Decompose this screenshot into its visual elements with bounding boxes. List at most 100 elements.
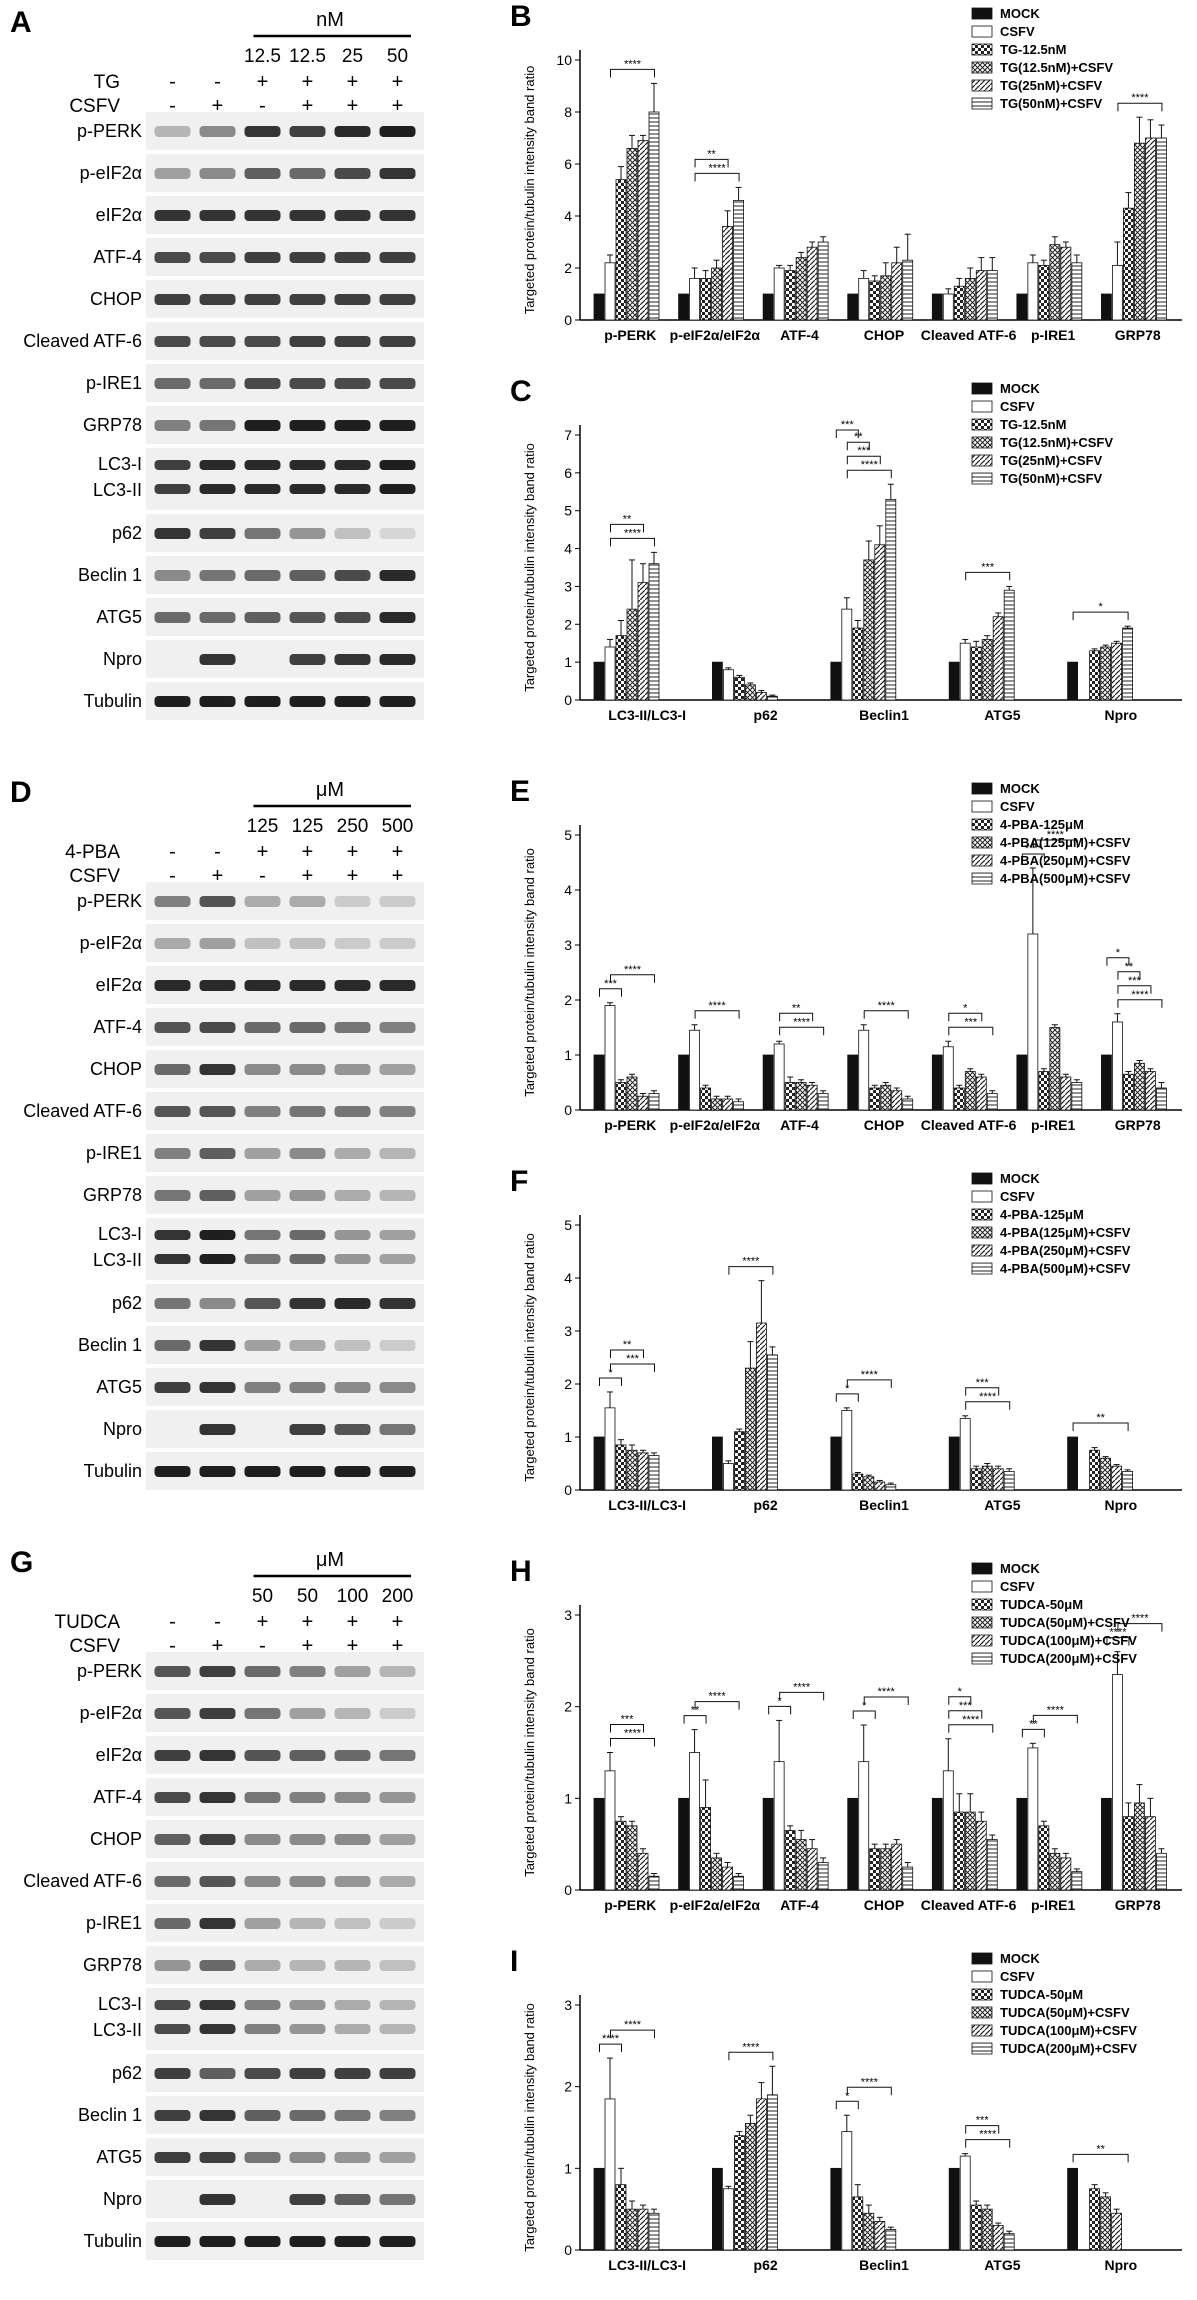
blot-band [334, 2068, 371, 2079]
bar [1049, 244, 1061, 321]
significance-bracket [1117, 971, 1141, 980]
legend-swatch [971, 2024, 993, 2037]
blot-strip [146, 238, 424, 276]
significance-label: *** [959, 1700, 973, 1712]
protein-label: p-eIF2α [80, 1703, 142, 1723]
blot-band [379, 528, 416, 539]
significance-bracket [683, 1715, 707, 1724]
bar [959, 2155, 971, 2251]
treatment-sign: - [259, 95, 266, 117]
blot-band [289, 420, 326, 431]
blot-band [154, 1298, 191, 1309]
legend-swatch [971, 836, 993, 849]
blot-band [334, 1148, 371, 1159]
protein-label: Beclin 1 [78, 2105, 142, 2125]
blot-strip [146, 514, 424, 552]
blot-band [334, 1106, 371, 1117]
significance-label: * [958, 1686, 963, 1698]
significance-bracket [694, 1701, 740, 1710]
blot-band [289, 1022, 326, 1033]
bar [1027, 933, 1039, 1111]
y-tick-label: 0 [564, 1882, 572, 1898]
blot-band [379, 696, 416, 707]
treatment-sign: + [392, 1611, 404, 1633]
y-tick-label: 4 [564, 208, 572, 224]
y-axis-label: Targeted protein/tubulin intensity band … [522, 66, 537, 315]
blot-band [379, 938, 416, 949]
blot-band [154, 2000, 191, 2010]
legend-label: MOCK [1000, 1561, 1040, 1576]
legend-swatch [971, 25, 993, 38]
blot-band [199, 1106, 236, 1117]
y-tick-label: 5 [564, 827, 572, 843]
treatment-sign: + [347, 1635, 359, 1657]
blot-band [379, 1190, 416, 1201]
chart-panel-f: F Targeted protein/tubulin intensity band… [510, 1165, 1197, 1535]
category-label: Cleaved ATF-6 [921, 1897, 1017, 1913]
blot-band [244, 1382, 281, 1393]
bar [1038, 1825, 1050, 1891]
y-tick-label: 0 [564, 2242, 572, 2258]
blot-band [334, 1340, 371, 1351]
y-tick-label: 6 [564, 465, 572, 481]
protein-label: LC3-I [98, 1994, 142, 2014]
bar [648, 2212, 660, 2251]
bar [817, 1862, 829, 1891]
treatment-sign: + [392, 71, 404, 93]
category-label: ATG5 [984, 1497, 1021, 1513]
chart-svg-e: E Targeted protein/tubulin intensity band… [510, 775, 1182, 1133]
bar [891, 262, 903, 321]
bar [689, 1029, 700, 1111]
legend-label: TUDCA(200μM)+CSFV [1000, 1651, 1137, 1666]
blot-band [199, 1148, 236, 1159]
blot-band [244, 1064, 281, 1075]
blot-band [334, 654, 371, 665]
bar [626, 147, 638, 321]
significance-bracket [948, 1710, 983, 1719]
significance-bracket [948, 1012, 983, 1022]
category-label: p62 [754, 1497, 778, 1513]
concentration-value: 200 [382, 1586, 414, 1607]
bar [953, 1087, 965, 1111]
bar [942, 293, 954, 321]
blot-strip [146, 2138, 424, 2176]
blot-band [289, 1254, 326, 1264]
blot-band [289, 1834, 326, 1845]
significance-label: **** [602, 2033, 620, 2045]
legend-swatch [971, 2006, 993, 2019]
bar [615, 635, 627, 701]
blot-band [199, 336, 236, 347]
protein-label: p62 [112, 523, 142, 543]
blot-band [379, 460, 416, 470]
blot-band [289, 1792, 326, 1803]
significance-bracket [1072, 611, 1129, 621]
significance-label: * [845, 2090, 850, 2102]
bar [722, 225, 733, 321]
treatment-sign: + [347, 95, 359, 117]
significance-bracket [965, 2139, 1011, 2148]
blot-band [289, 484, 326, 494]
y-tick-label: 2 [564, 1376, 572, 1392]
y-tick-label: 5 [564, 503, 572, 519]
concentration-value: 12.5 [244, 46, 281, 67]
blot-band [289, 1190, 326, 1201]
blot-band [334, 528, 371, 539]
blot-band [289, 336, 326, 347]
category-label: p-IRE1 [1031, 327, 1076, 343]
blot-band [289, 1750, 326, 1761]
bar [700, 1807, 711, 1891]
concentration-unit: nM [316, 9, 344, 31]
treatment-sign: - [169, 1611, 176, 1633]
blot-band [334, 1466, 371, 1477]
protein-label: p-IRE1 [86, 1143, 142, 1163]
blot-band [244, 2000, 281, 2010]
bar [1060, 246, 1072, 321]
y-tick-label: 2 [564, 2079, 572, 2095]
blot-band [154, 1466, 191, 1477]
bar [733, 199, 744, 321]
bar [847, 1797, 859, 1891]
significance-bracket [1106, 957, 1130, 966]
legend-swatch [971, 854, 993, 867]
bar [847, 293, 859, 321]
